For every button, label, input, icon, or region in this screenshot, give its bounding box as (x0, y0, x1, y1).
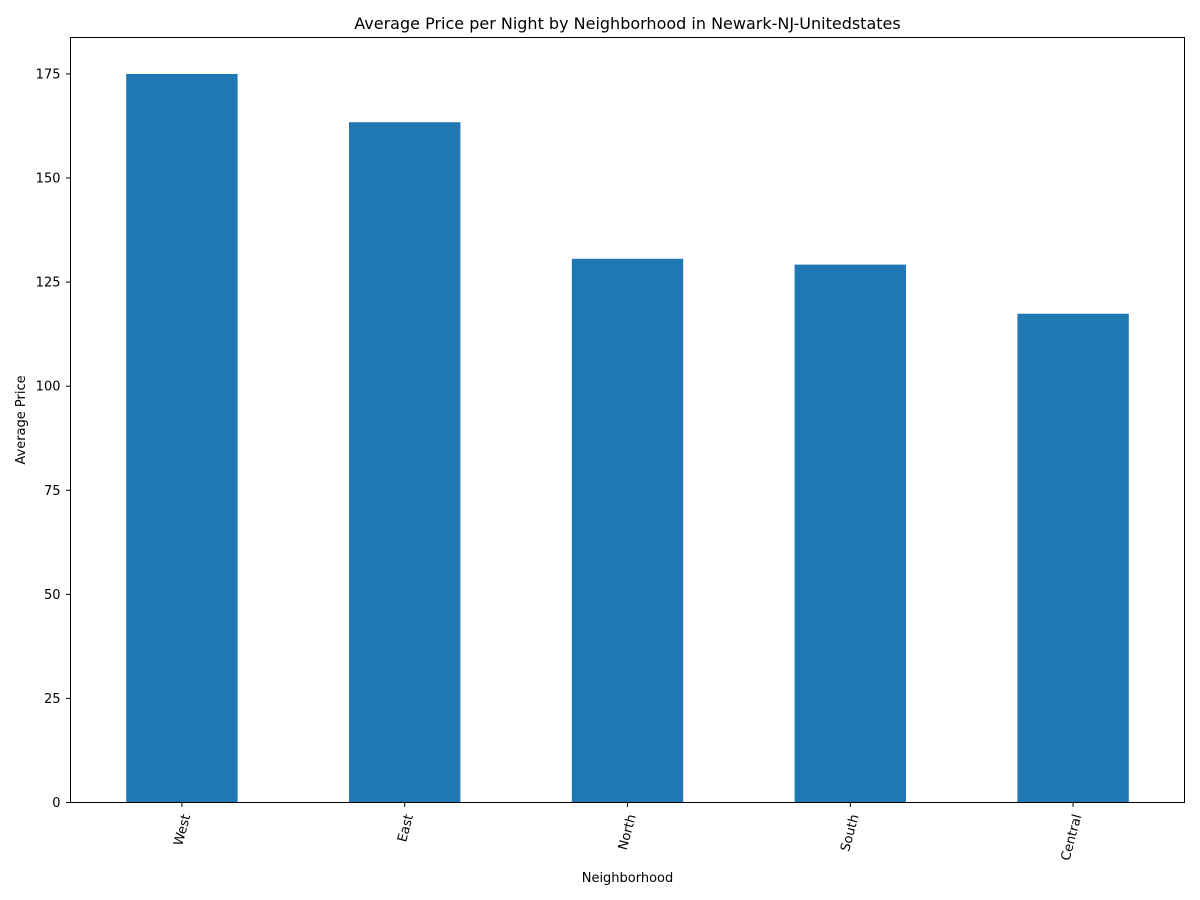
y-tick-label: 50 (44, 588, 61, 603)
x-tick-label: Central (1059, 813, 1086, 863)
x-tick-label: North (616, 813, 640, 852)
y-tick-label: 25 (44, 692, 61, 707)
bar-west (126, 73, 238, 803)
y-tick-label: 150 (36, 172, 61, 187)
y-tick-label: 175 (36, 67, 61, 82)
y-axis-ticks: 0 25 50 75 100 125 150 175 (36, 67, 71, 811)
y-tick-label: 75 (44, 484, 61, 499)
x-axis-label: Neighborhood (582, 871, 674, 886)
plot-frame (70, 37, 1185, 803)
y-tick-label: 0 (52, 796, 60, 811)
x-tick-label: South (838, 813, 862, 853)
x-axis-ticks: West East North South Central (171, 802, 1086, 863)
x-tick-label: West (171, 813, 194, 848)
bar-south (794, 264, 906, 803)
bars-group (126, 73, 1129, 803)
y-tick-label: 100 (36, 380, 61, 395)
bar-east (349, 122, 461, 803)
y-tick-label: 125 (36, 276, 61, 291)
x-tick-label: East (395, 813, 417, 844)
bar-north (571, 258, 684, 803)
y-axis-label: Average Price (14, 375, 29, 464)
bar-central (1017, 313, 1129, 803)
chart-title: Average Price per Night by Neighborhood … (354, 14, 900, 33)
